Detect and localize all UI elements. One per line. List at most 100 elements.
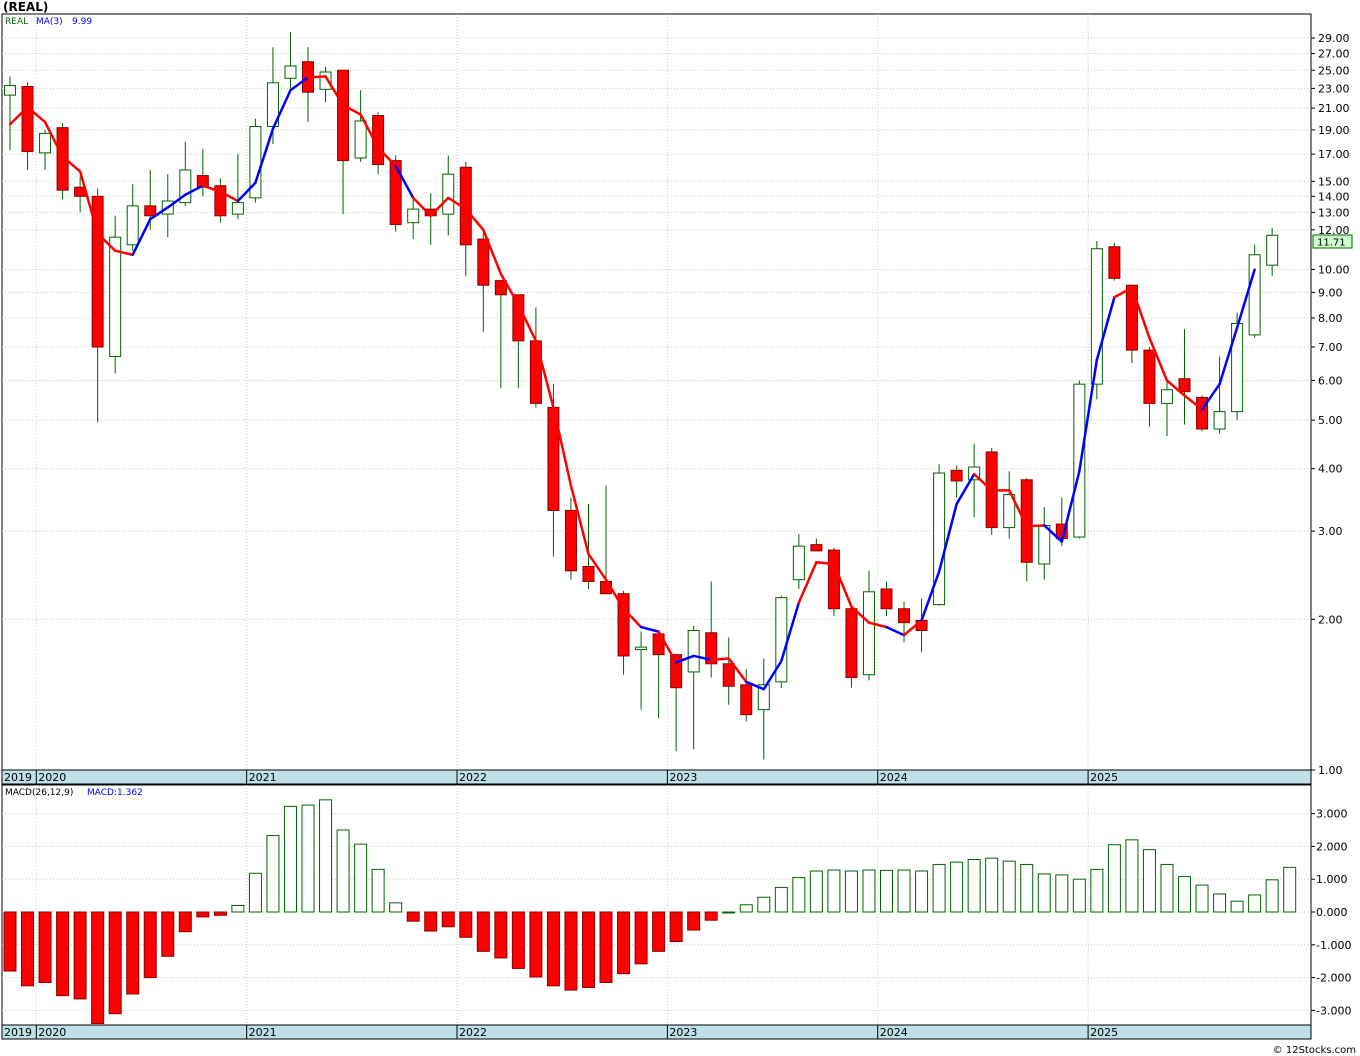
price-tick-label: 1.00 bbox=[1318, 764, 1343, 777]
price-tick-label: 8.00 bbox=[1318, 312, 1343, 325]
ma-segment bbox=[499, 272, 520, 307]
candle-body-up bbox=[1266, 234, 1279, 266]
price-tick-label: 7.00 bbox=[1318, 341, 1343, 354]
candle-body-down bbox=[810, 544, 823, 552]
ma-segment bbox=[674, 654, 695, 664]
candle bbox=[1125, 284, 1138, 364]
ma-segment bbox=[464, 207, 485, 232]
ma-segment bbox=[78, 170, 99, 235]
macd-bar-negative bbox=[529, 911, 543, 978]
x-tick-label: 2022 bbox=[459, 771, 487, 784]
price-time-grid bbox=[35, 14, 1089, 770]
ma-segment bbox=[376, 146, 397, 168]
macd-legend-value: MACD:1.362 bbox=[87, 788, 143, 798]
ma-segment bbox=[306, 75, 327, 79]
macd-bar-negative bbox=[424, 911, 438, 932]
legend-ma-value: 9.99 bbox=[72, 17, 92, 27]
candle bbox=[249, 118, 262, 203]
candle-body-up bbox=[284, 65, 297, 79]
candle-body-down bbox=[389, 160, 402, 225]
candle-body-down bbox=[582, 566, 595, 583]
ma-segment bbox=[727, 657, 748, 684]
candle bbox=[1108, 242, 1121, 281]
macd-bar-positive bbox=[1283, 866, 1297, 913]
macd-bar-positive bbox=[967, 859, 981, 913]
candle bbox=[670, 654, 683, 752]
candle-body-up bbox=[1213, 411, 1226, 430]
macd-bar-positive bbox=[985, 857, 999, 913]
x-tick-label: 2023 bbox=[669, 1026, 697, 1039]
candle bbox=[1266, 228, 1279, 277]
ma-segment bbox=[411, 196, 432, 218]
macd-bar-negative bbox=[406, 911, 420, 922]
macd-bar-positive bbox=[1125, 839, 1139, 913]
ma-segment bbox=[1095, 295, 1116, 362]
macd-x-axis-band bbox=[1, 1024, 1312, 1040]
candle-body-up bbox=[862, 591, 875, 676]
macd-bar-negative bbox=[3, 911, 17, 972]
macd-bar-negative bbox=[56, 911, 70, 997]
ma-segment bbox=[885, 625, 906, 637]
ma-segment bbox=[61, 155, 82, 173]
candle bbox=[845, 605, 858, 688]
candle-body-up bbox=[39, 132, 52, 154]
candle bbox=[126, 184, 139, 251]
candle-body-down bbox=[880, 588, 893, 610]
candle-body-down bbox=[21, 86, 34, 153]
macd-bar-negative bbox=[213, 911, 227, 916]
ma-segment bbox=[148, 206, 170, 221]
candle bbox=[1090, 240, 1103, 400]
candle-body-down bbox=[91, 195, 104, 348]
ma-segment bbox=[1130, 286, 1151, 340]
candle-body-up bbox=[1160, 389, 1173, 404]
ma-segment bbox=[1007, 489, 1028, 528]
price-tick-label: 21.00 bbox=[1318, 102, 1350, 115]
candle bbox=[1143, 346, 1156, 427]
candle bbox=[56, 123, 69, 200]
ma-segment bbox=[43, 120, 64, 158]
price-grid bbox=[2, 37, 1311, 771]
candle-body-up bbox=[1248, 254, 1261, 336]
macd-bar-positive bbox=[827, 869, 841, 913]
candle-body-up bbox=[933, 472, 946, 606]
candle-body-up bbox=[231, 202, 244, 215]
candle-body-down bbox=[337, 69, 350, 162]
candle bbox=[407, 199, 420, 240]
x-tick-label: 2019 bbox=[4, 771, 32, 784]
macd-bar-positive bbox=[371, 868, 385, 913]
ma-segment bbox=[166, 193, 187, 209]
last-price-tag bbox=[1312, 234, 1353, 249]
macd-bar-negative bbox=[38, 911, 52, 984]
macd-bar-negative bbox=[196, 911, 210, 918]
ma-segment bbox=[447, 196, 468, 211]
ma-segment bbox=[657, 630, 678, 664]
candle-body-down bbox=[1020, 479, 1033, 563]
candle-body-down bbox=[196, 175, 209, 188]
candle-body-up bbox=[1003, 494, 1016, 529]
ma-segment bbox=[1218, 326, 1239, 386]
candle-body-down bbox=[144, 205, 157, 217]
macd-x-axis: 2019 2020 2021 2022 2023 2024 2025 bbox=[4, 1025, 1118, 1039]
candle bbox=[1196, 395, 1209, 432]
candle bbox=[880, 581, 893, 617]
ma-segment bbox=[815, 561, 836, 566]
candle-body-down bbox=[670, 654, 683, 689]
macd-bar-positive bbox=[774, 886, 788, 913]
candle bbox=[617, 590, 630, 675]
candle bbox=[635, 631, 648, 710]
price-tick-label: 15.00 bbox=[1318, 175, 1350, 188]
candle bbox=[21, 82, 34, 171]
candle bbox=[757, 658, 770, 760]
macd-bar-positive bbox=[1213, 893, 1227, 913]
macd-bar-negative bbox=[161, 911, 175, 957]
macd-time-grid bbox=[35, 785, 1089, 1025]
candle bbox=[810, 538, 823, 552]
moving-average-line bbox=[8, 75, 1256, 691]
candle-body-down bbox=[512, 294, 525, 342]
macd-bar-positive bbox=[1160, 863, 1174, 913]
ma-segment bbox=[131, 217, 152, 256]
ma-segment bbox=[1060, 470, 1081, 543]
price-tick-label: 29.00 bbox=[1318, 32, 1350, 45]
ma-segment bbox=[113, 249, 134, 256]
